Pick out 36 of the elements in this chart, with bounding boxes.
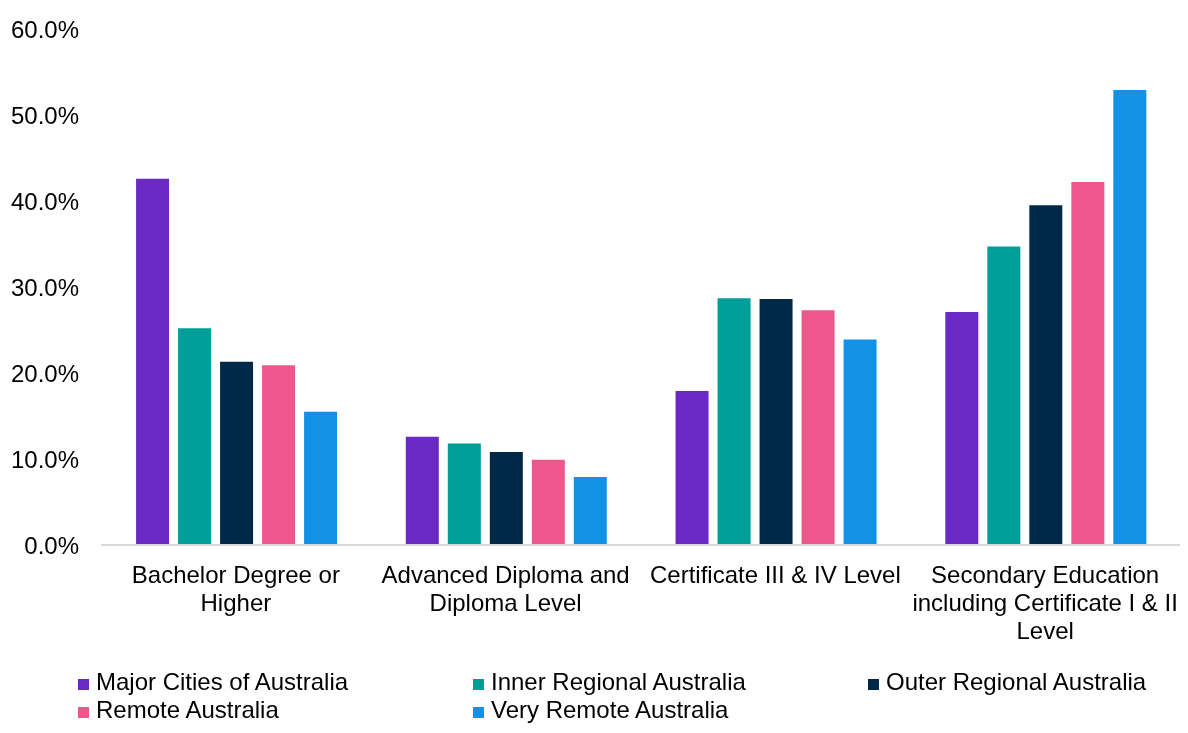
bar	[801, 310, 835, 545]
legend-label: Outer Regional Australia	[886, 668, 1147, 696]
legend-label: Very Remote Australia	[491, 696, 729, 724]
y-tick-label: 10.0%	[10, 445, 79, 473]
y-tick-label: 40.0%	[10, 187, 79, 215]
bar	[987, 246, 1021, 545]
bar	[178, 328, 212, 545]
bar	[1029, 205, 1063, 545]
y-tick-label: 60.0%	[10, 15, 79, 43]
y-tick-label: 30.0%	[10, 273, 79, 301]
y-tick-label: 50.0%	[10, 101, 79, 129]
x-tick-label: Secondary Education including Certificate I & II Level	[912, 561, 1178, 645]
bar	[843, 339, 877, 545]
bar	[1113, 90, 1147, 545]
bar	[531, 459, 565, 545]
x-tick-label: Advanced Diploma and Diploma Level	[381, 561, 630, 617]
bar	[573, 477, 607, 545]
x-tick-label: Certificate III & IV Level	[649, 561, 901, 589]
legend-label: Major Cities of Australia	[96, 668, 349, 696]
bar	[220, 361, 254, 545]
bar	[304, 411, 338, 545]
bar	[675, 391, 709, 545]
bar	[405, 436, 439, 545]
bar	[759, 299, 793, 545]
legend-label: Remote Australia	[96, 696, 279, 724]
bar	[447, 443, 481, 545]
bar	[489, 452, 523, 545]
x-tick-label: Bachelor Degree or Higher	[131, 561, 340, 617]
y-tick-label: 0.0%	[24, 531, 79, 559]
bar	[136, 178, 170, 545]
bar	[1071, 182, 1105, 545]
legend-label: Inner Regional Australia	[491, 668, 746, 696]
bar	[717, 298, 751, 545]
y-tick-label: 20.0%	[10, 359, 79, 387]
bar	[945, 311, 979, 545]
bar	[262, 365, 296, 545]
